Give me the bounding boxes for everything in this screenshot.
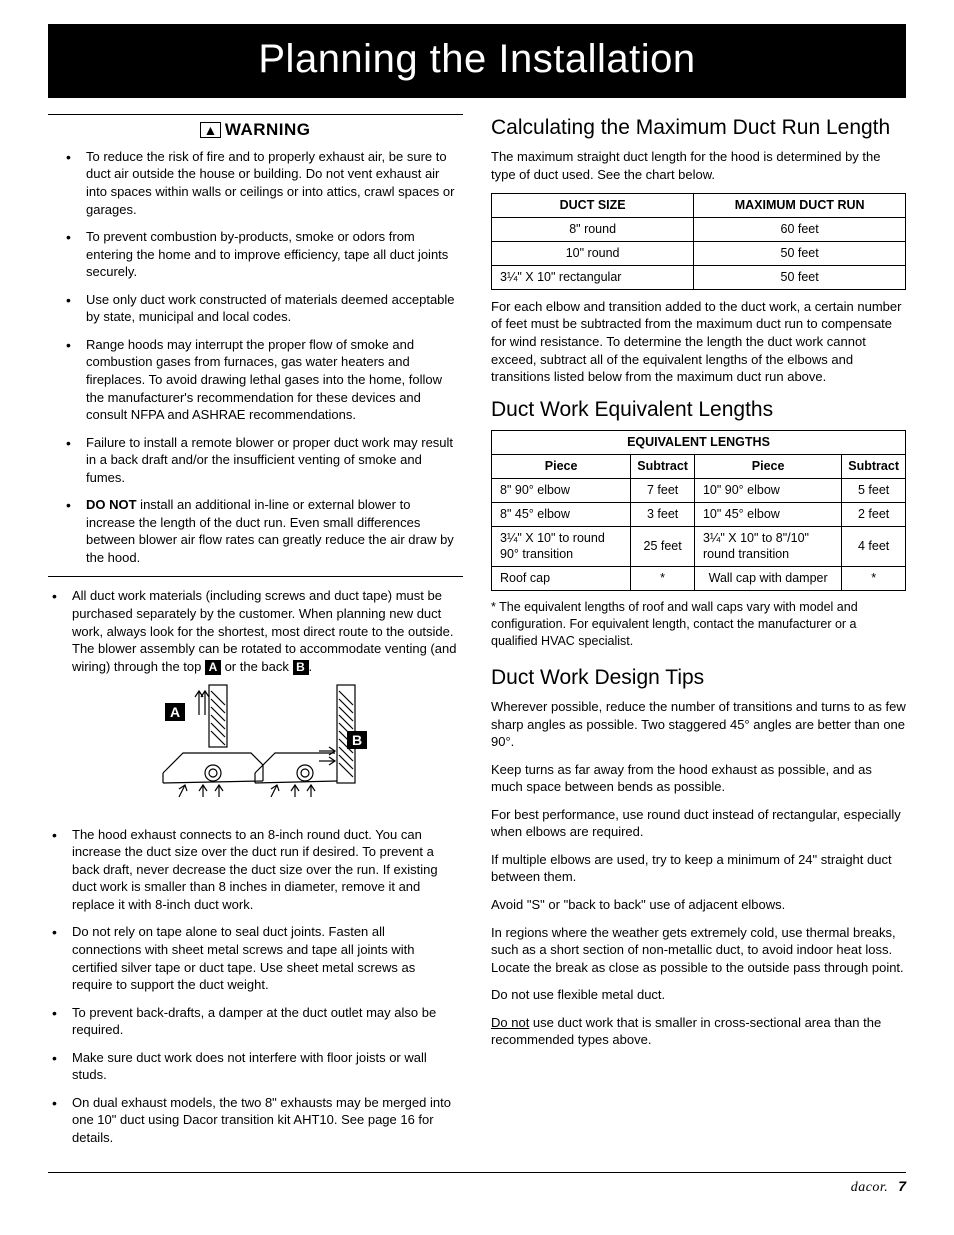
- duct-size-table: DUCT SIZEMAXIMUM DUCT RUN 8" round60 fee…: [491, 193, 906, 290]
- left-column: ▲WARNING To reduce the risk of fire and …: [48, 114, 463, 1156]
- table-header: MAXIMUM DUCT RUN: [694, 194, 906, 218]
- table-cell: Roof cap: [492, 567, 631, 591]
- table-header: Piece: [694, 454, 841, 478]
- tip-para: Avoid "S" or "back to back" use of adjac…: [491, 896, 906, 914]
- page-footer: dacor. 7: [48, 1172, 906, 1198]
- warning-item: To prevent combustion by-products, smoke…: [66, 228, 457, 291]
- table-cell: 60 feet: [694, 218, 906, 242]
- warning-heading: ▲WARNING: [48, 115, 463, 148]
- table-cell: 4 feet: [842, 526, 906, 567]
- table-cell: 10" 45° elbow: [694, 502, 841, 526]
- tip-para: In regions where the weather gets extrem…: [491, 924, 906, 977]
- table-cell: 5 feet: [842, 478, 906, 502]
- table-cell: 8" round: [492, 218, 694, 242]
- left-bullet-list: All duct work materials (including screw…: [48, 587, 463, 1156]
- table-cell: 25 feet: [631, 526, 695, 567]
- label-a-icon: A: [205, 660, 221, 675]
- table-cell: 3 feet: [631, 502, 695, 526]
- warning-item: Range hoods may interrupt the proper flo…: [66, 336, 457, 434]
- warning-item: DO NOT install an additional in-line or …: [66, 496, 457, 576]
- tip-para: Wherever possible, reduce the number of …: [491, 698, 906, 751]
- tip-para: If multiple elbows are used, try to keep…: [491, 851, 906, 886]
- warning-item: To reduce the risk of fire and to proper…: [66, 148, 457, 228]
- warning-icon: ▲: [200, 122, 220, 138]
- tip-para: Keep turns as far away from the hood exh…: [491, 761, 906, 796]
- table-header: Subtract: [842, 454, 906, 478]
- table-cell: Wall cap with damper: [694, 567, 841, 591]
- list-item: Do not rely on tape alone to seal duct j…: [52, 923, 457, 1003]
- table-cell: 8" 45° elbow: [492, 502, 631, 526]
- table-cell: 2 feet: [842, 502, 906, 526]
- warning-item: Use only duct work constructed of materi…: [66, 291, 457, 336]
- diagram-label-b: B: [351, 732, 361, 748]
- list-item: All duct work materials (including screw…: [52, 587, 457, 825]
- table-header: Subtract: [631, 454, 695, 478]
- table-cell: 10" round: [492, 242, 694, 266]
- table-cell: 3¼" X 10" to round 90° transition: [492, 526, 631, 567]
- table-header: Piece: [492, 454, 631, 478]
- brand-logo: dacor.: [851, 1180, 889, 1195]
- page-number: 7: [898, 1178, 906, 1194]
- label-b-icon: B: [293, 660, 309, 675]
- diagram-label-a: A: [169, 704, 179, 720]
- table-title: EQUIVALENT LENGTHS: [492, 431, 906, 455]
- table-cell: 8" 90° elbow: [492, 478, 631, 502]
- table-cell: 10" 90° elbow: [694, 478, 841, 502]
- table-header: DUCT SIZE: [492, 194, 694, 218]
- table-cell: *: [842, 567, 906, 591]
- table-cell: 3¼" X 10" to 8"/10" round transition: [694, 526, 841, 567]
- equiv-heading: Duct Work Equivalent Lengths: [491, 396, 906, 424]
- equiv-footnote: * The equivalent lengths of roof and wal…: [491, 599, 906, 650]
- tip-para: For best performance, use round duct ins…: [491, 806, 906, 841]
- vent-diagram: A: [72, 681, 457, 806]
- warning-list: To reduce the risk of fire and to proper…: [48, 148, 463, 576]
- warning-item: Failure to install a remote blower or pr…: [66, 434, 457, 497]
- duct-run-heading: Calculating the Maximum Duct Run Length: [491, 114, 906, 142]
- table-cell: 50 feet: [694, 266, 906, 290]
- tips-heading: Duct Work Design Tips: [491, 664, 906, 692]
- tip-para: Do not use flexible metal duct.: [491, 986, 906, 1004]
- page-title: Planning the Installation: [48, 24, 906, 98]
- table-cell: 3¼" X 10" rectangular: [492, 266, 694, 290]
- equiv-lengths-table: EQUIVALENT LENGTHS Piece Subtract Piece …: [491, 430, 906, 591]
- right-column: Calculating the Maximum Duct Run Length …: [491, 114, 906, 1156]
- duct-run-after: For each elbow and transition added to t…: [491, 298, 906, 386]
- table-cell: 7 feet: [631, 478, 695, 502]
- list-item: The hood exhaust connects to an 8-inch r…: [52, 826, 457, 924]
- list-item: Make sure duct work does not interfere w…: [52, 1049, 457, 1094]
- tip-para: Do not use duct work that is smaller in …: [491, 1014, 906, 1049]
- list-item: On dual exhaust models, the two 8" exhau…: [52, 1094, 457, 1157]
- warning-box: ▲WARNING To reduce the risk of fire and …: [48, 114, 463, 577]
- duct-run-intro: The maximum straight duct length for the…: [491, 148, 906, 183]
- table-cell: *: [631, 567, 695, 591]
- list-item: To prevent back-drafts, a damper at the …: [52, 1004, 457, 1049]
- table-cell: 50 feet: [694, 242, 906, 266]
